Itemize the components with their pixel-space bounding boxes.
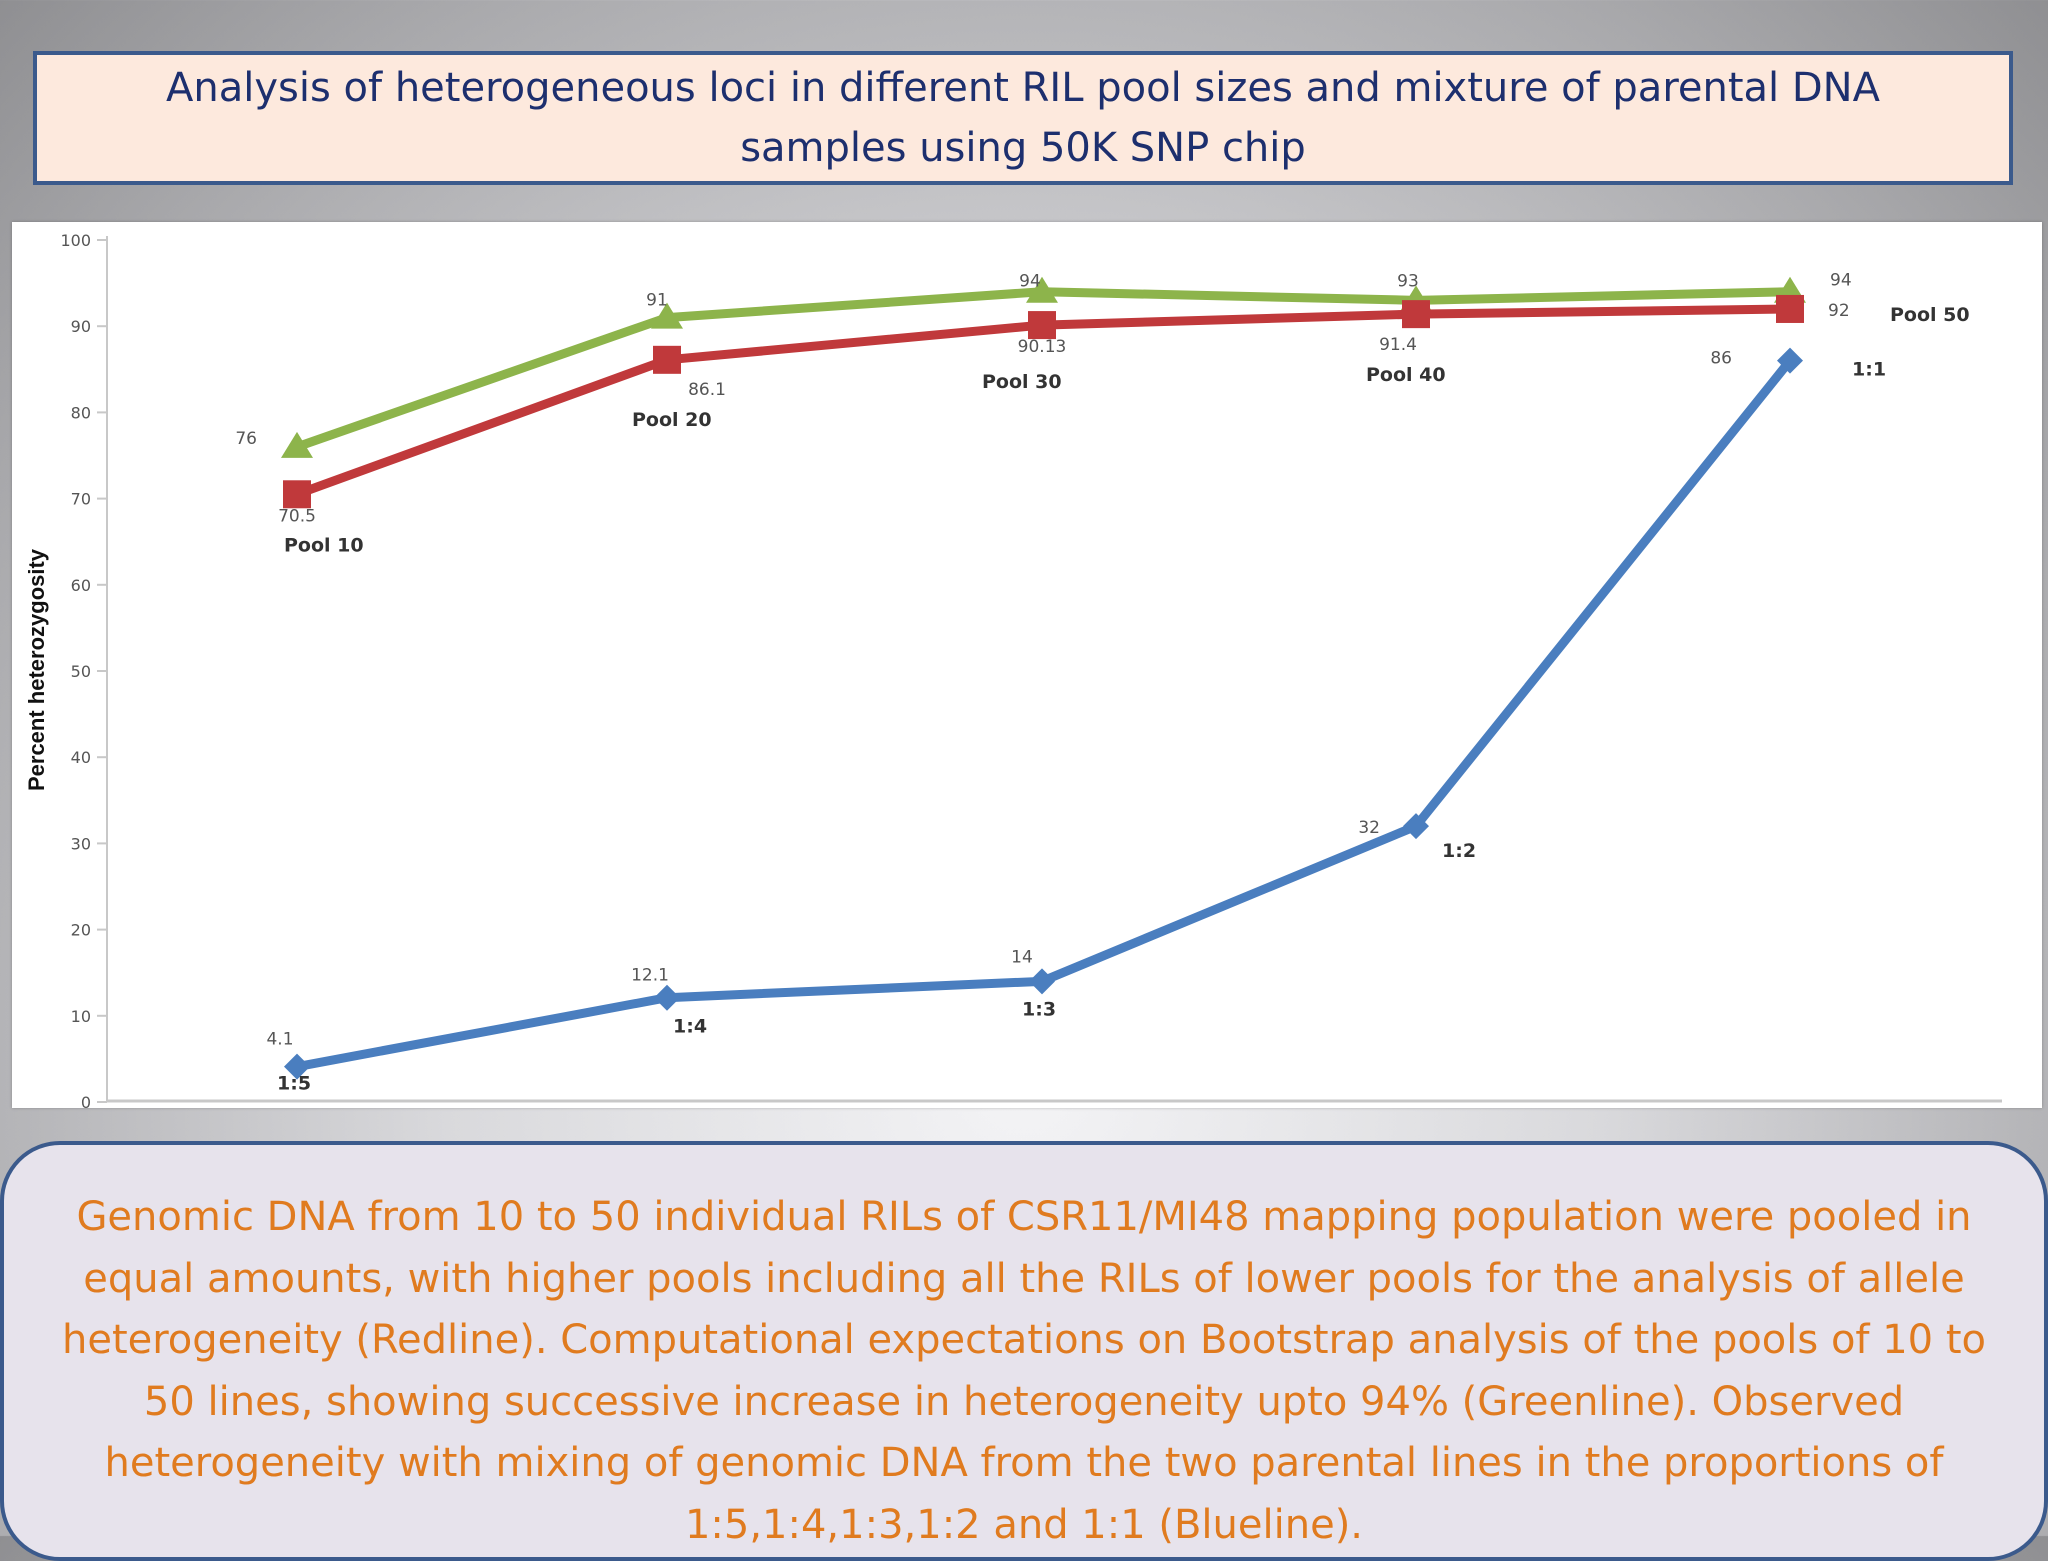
- data-point-square: [283, 480, 311, 509]
- data-point-label: 1:2: [1442, 840, 1476, 862]
- data-value-label: 91.4: [1379, 335, 1417, 355]
- data-value-label: 94: [1019, 272, 1041, 292]
- data-point-label: 1:1: [1852, 359, 1886, 381]
- data-point-diamond: [284, 1053, 310, 1080]
- y-tick-label: 30: [71, 834, 91, 853]
- y-tick-label: 100: [60, 231, 91, 250]
- caption-box: Genomic DNA from 10 to 50 individual RIL…: [0, 1141, 2048, 1561]
- data-value-label: 4.1: [266, 1030, 293, 1050]
- y-tick-label: 80: [71, 403, 91, 422]
- data-value-label: 90.13: [1018, 337, 1067, 357]
- data-value-label: 93: [1397, 271, 1419, 291]
- data-point-label: 1:3: [1022, 998, 1056, 1020]
- data-point-square: [1776, 294, 1804, 323]
- caption-text: Genomic DNA from 10 to 50 individual RIL…: [61, 1194, 1986, 1548]
- title-box: Analysis of heterogeneous loci in differ…: [33, 51, 2013, 185]
- data-point-label: Pool 30: [982, 371, 1062, 393]
- data-point-label: Pool 20: [632, 409, 712, 431]
- slide-title: Analysis of heterogeneous loci in differ…: [166, 65, 1880, 171]
- data-value-label: 76: [235, 429, 257, 449]
- data-value-label: 86.1: [688, 380, 726, 400]
- data-point-square: [1402, 300, 1430, 329]
- data-point-diamond: [1029, 968, 1055, 995]
- chart-panel: 0 10 20 30 40 50 60 70 80 90 100 Percent heterozygo…: [12, 222, 2042, 1108]
- data-value-label: 92: [1828, 301, 1850, 321]
- data-value-label: 12.1: [631, 966, 669, 986]
- line-chart: 0 10 20 30 40 50 60 70 80 90 100 Percent heterozygo…: [24, 231, 2002, 1108]
- y-tick-label: 20: [71, 921, 91, 940]
- data-point-label: Pool 50: [1890, 304, 1970, 326]
- y-tick-label: 10: [71, 1007, 91, 1026]
- data-point-label: Pool 10: [284, 534, 364, 556]
- data-point-triangle: [1026, 276, 1058, 303]
- data-point-square: [653, 345, 681, 374]
- data-value-label: 70.5: [278, 506, 316, 526]
- data-point-triangle: [281, 431, 313, 458]
- y-tick-label: 50: [71, 662, 91, 681]
- data-point-diamond: [1403, 813, 1429, 840]
- data-point-square: [1028, 311, 1056, 340]
- data-point-diamond: [654, 984, 680, 1011]
- y-tick-label: 60: [71, 576, 91, 595]
- data-value-label: 86: [1710, 349, 1732, 369]
- series-line-diamond: [292, 356, 1795, 1072]
- data-value-label: 94: [1830, 271, 1852, 291]
- data-value-label: 14: [1011, 947, 1033, 967]
- y-tick-label: 40: [71, 748, 91, 767]
- y-axis-title: Percent heterozygosity: [24, 548, 49, 791]
- data-point-label: 1:5: [277, 1073, 311, 1095]
- data-point-label: 1:4: [673, 1016, 707, 1038]
- y-tick-label: 0: [81, 1093, 91, 1108]
- y-tick-label: 90: [71, 317, 91, 336]
- data-point-diamond: [1777, 347, 1803, 374]
- data-point-triangle: [651, 302, 683, 329]
- data-value-label: 32: [1358, 818, 1380, 838]
- y-tick-label: 70: [71, 490, 91, 509]
- data-point-label: Pool 40: [1366, 364, 1446, 386]
- data-value-label: 91: [646, 291, 668, 311]
